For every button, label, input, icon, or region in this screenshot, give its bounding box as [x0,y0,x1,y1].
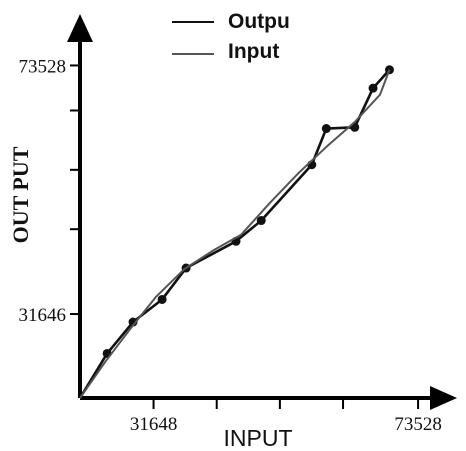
y-tick-label: 73528 [19,56,67,77]
x-tick-label: 73528 [394,414,442,435]
x-tick-label: 31648 [130,414,178,435]
data-point [128,317,138,327]
y-ticks: 31646 73528 [19,56,80,326]
series-line-outpu [78,68,391,399]
x-axis-title: INPUT [224,425,293,451]
legend: Outpu Input [172,10,290,63]
y-axis-arrow [67,14,93,42]
series-line-input [79,69,391,399]
data-point [321,124,331,134]
data-point [256,216,266,226]
legend-label-input: Input [228,40,279,63]
x-axis-arrow [430,386,457,410]
x-ticks: 31648 73528 [130,398,442,435]
series-layer [78,65,394,399]
data-point [157,294,167,304]
y-tick-label: 31646 [19,305,67,326]
y-axis-title: OUT PUT [8,146,33,243]
data-point [368,83,378,93]
legend-label-outpu: Outpu [228,10,290,33]
